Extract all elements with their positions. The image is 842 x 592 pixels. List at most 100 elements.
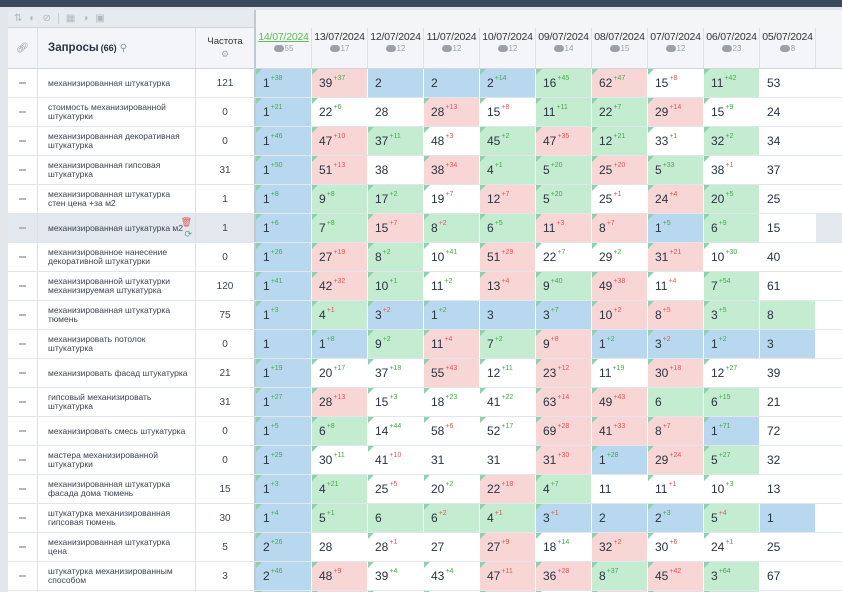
table-row[interactable]: гипсовый механизировать штукатурка 31 1+27… [8, 388, 842, 417]
position-cell[interactable]: 32 [760, 446, 816, 474]
table-row[interactable]: механизировать фасад штукатурка 21 1+19 20+… [8, 359, 842, 388]
position-cell[interactable]: 11+1 [648, 475, 704, 503]
position-cell[interactable]: 3+7 [536, 301, 592, 329]
export-icon[interactable]: ▦ [65, 13, 76, 24]
row-menu[interactable] [8, 243, 38, 271]
position-cell[interactable]: 1+41 [256, 272, 312, 300]
position-cell[interactable]: 49+38 [592, 272, 648, 300]
query-cell[interactable]: механизированная штукатурка фасада дома … [38, 475, 196, 503]
position-cell[interactable]: 1+21 [256, 98, 312, 126]
position-cell[interactable]: 19+7 [424, 185, 480, 213]
position-cell[interactable]: 38+34 [424, 156, 480, 184]
table-row[interactable]: механизированная штукатурка фасада дома … [8, 475, 842, 504]
position-cell[interactable]: 21 [760, 388, 816, 416]
position-cell[interactable]: 24+1 [704, 533, 760, 561]
query-cell[interactable]: стоимость механизированной штукатурки [38, 98, 196, 126]
contrast-icon[interactable]: ◑ [82, 13, 89, 24]
position-cell[interactable]: 2+46 [256, 562, 312, 590]
position-cell[interactable]: 2 [424, 69, 480, 97]
position-cell[interactable]: 31+30 [536, 446, 592, 474]
position-cell[interactable]: 29+2 [592, 243, 648, 271]
position-cell[interactable]: 2+14 [480, 69, 536, 97]
position-cell[interactable]: 8+7 [648, 417, 704, 445]
position-cell[interactable]: 28+13 [312, 388, 368, 416]
position-cell[interactable]: 11 [592, 475, 648, 503]
position-cell[interactable]: 67 [760, 562, 816, 590]
position-cell[interactable]: 27+19 [312, 243, 368, 271]
position-cell[interactable]: 10+3 [704, 475, 760, 503]
trash-icon[interactable]: 🗑︎ [180, 217, 192, 227]
position-cell[interactable]: 1 [760, 504, 816, 532]
position-cell[interactable]: 8 [760, 301, 816, 329]
table-row[interactable]: штукатурка механизированным способом 3 2+4… [8, 562, 842, 591]
query-cell[interactable]: мастера механизированной штукатурки [38, 446, 196, 474]
position-cell[interactable]: 15+9 [704, 98, 760, 126]
position-cell[interactable]: 39+37 [312, 69, 368, 97]
query-cell[interactable]: штукатурка механизированным способом [38, 562, 196, 590]
table-row[interactable]: механизированная штукатурка м2 🗑︎ ⟳ 1 1+6 7+8… [8, 214, 842, 243]
position-cell[interactable]: 52+17 [480, 417, 536, 445]
position-cell[interactable]: 20+2 [424, 475, 480, 503]
position-cell[interactable]: 41+22 [480, 388, 536, 416]
query-cell[interactable]: механизировать потолок штукатурка [38, 330, 196, 358]
position-cell[interactable]: 47+35 [536, 127, 592, 155]
position-cell[interactable]: 45+42 [648, 562, 704, 590]
date-column-header[interactable]: 08/07/2024 15 [592, 28, 648, 68]
position-cell[interactable]: 41+10 [368, 446, 424, 474]
position-cell[interactable]: 8+2 [368, 243, 424, 271]
table-row[interactable]: механизированная гипсовая штукатурка 31 1+… [8, 156, 842, 185]
position-cell[interactable]: 2 [592, 504, 648, 532]
position-cell[interactable]: 27+9 [480, 533, 536, 561]
row-menu[interactable] [8, 156, 38, 184]
position-cell[interactable]: 41+33 [592, 417, 648, 445]
position-cell[interactable]: 15 [760, 214, 816, 242]
position-cell[interactable]: 1+6 [256, 214, 312, 242]
position-cell[interactable]: 3+2 [648, 330, 704, 358]
position-cell[interactable]: 13+4 [480, 272, 536, 300]
position-cell[interactable]: 24+4 [648, 185, 704, 213]
position-cell[interactable]: 3 [480, 301, 536, 329]
position-cell[interactable]: 15+7 [368, 214, 424, 242]
position-cell[interactable]: 9+40 [536, 272, 592, 300]
table-row[interactable]: механизированная штукатурка стен цена +з… [8, 185, 842, 214]
position-cell[interactable]: 29+14 [648, 98, 704, 126]
position-cell[interactable]: 3+2 [368, 301, 424, 329]
position-cell[interactable]: 12+7 [480, 185, 536, 213]
position-cell[interactable]: 22+18 [480, 475, 536, 503]
position-cell[interactable]: 4+1 [312, 301, 368, 329]
position-cell[interactable]: 31 [480, 446, 536, 474]
position-cell[interactable]: 43+4 [424, 562, 480, 590]
position-cell[interactable]: 5+20 [536, 185, 592, 213]
position-cell[interactable]: 1+26 [256, 243, 312, 271]
position-cell[interactable]: 34 [760, 127, 816, 155]
position-cell[interactable]: 63+14 [536, 388, 592, 416]
position-cell[interactable]: 47+10 [312, 127, 368, 155]
row-menu[interactable] [8, 98, 38, 126]
position-cell[interactable]: 1+50 [256, 156, 312, 184]
date-column-header[interactable]: 14/07/2024 55 [256, 28, 312, 68]
table-row[interactable]: механизированная штукатурка тюмень 75 1+3 4… [8, 301, 842, 330]
position-cell[interactable]: 23+12 [536, 359, 592, 387]
position-cell[interactable]: 72 [760, 417, 816, 445]
position-cell[interactable]: 20+17 [312, 359, 368, 387]
position-cell[interactable]: 9+8 [312, 185, 368, 213]
query-cell[interactable]: механизированная гипсовая штукатурка [38, 156, 196, 184]
position-cell[interactable]: 49+43 [592, 388, 648, 416]
frequency-settings-icon[interactable]: ⚙ [220, 49, 230, 59]
position-cell[interactable]: 28+13 [424, 98, 480, 126]
position-cell[interactable]: 22+7 [592, 98, 648, 126]
position-cell[interactable]: 10+30 [704, 243, 760, 271]
row-menu[interactable] [8, 475, 38, 503]
position-cell[interactable]: 1 [256, 330, 312, 358]
query-cell[interactable]: механизированная декоративная штукатурка [38, 127, 196, 155]
row-menu[interactable] [8, 562, 38, 590]
table-row[interactable]: механизированная штукатурка цена 5 2+26 28 2… [8, 533, 842, 562]
position-cell[interactable]: 30+11 [312, 446, 368, 474]
position-cell[interactable]: 6 [648, 388, 704, 416]
position-cell[interactable]: 31 [424, 446, 480, 474]
position-cell[interactable]: 15+3 [368, 388, 424, 416]
position-cell[interactable]: 30+18 [648, 359, 704, 387]
position-cell[interactable]: 18+14 [536, 533, 592, 561]
position-cell[interactable]: 6 [368, 504, 424, 532]
date-column-header[interactable]: 05/07/2024 8 [760, 28, 816, 68]
